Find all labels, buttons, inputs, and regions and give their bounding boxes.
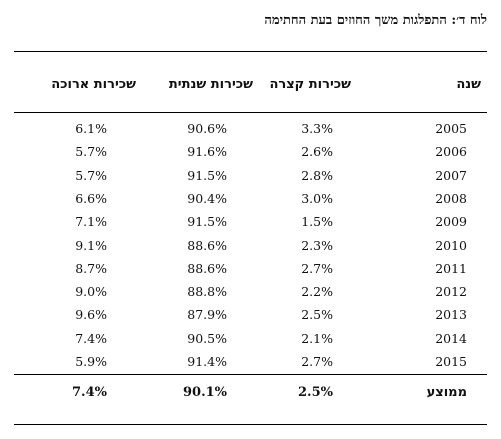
- cell-year: 2012: [435, 284, 467, 300]
- table-row: 2005 3.3% 90.6% 6.1%: [14, 118, 487, 141]
- table-row: 2014 2.1% 90.5% 7.4%: [14, 328, 487, 351]
- cell-year: 2006: [435, 144, 467, 160]
- cell-short-rent: 2.6%: [301, 144, 333, 160]
- cell-long-rent: 7.1%: [75, 214, 107, 230]
- average-annual-rent: 90.1%: [182, 385, 227, 400]
- cell-year: 2008: [435, 190, 467, 206]
- cell-short-rent: 2.7%: [301, 354, 333, 369]
- cell-annual-rent: 87.9%: [187, 307, 227, 323]
- header-long-rent: שכירות ארוכה: [51, 77, 136, 92]
- cell-year: 2009: [435, 214, 467, 230]
- cell-short-rent: 2.7%: [301, 260, 333, 276]
- cell-long-rent: 5.7%: [75, 167, 107, 183]
- table-row: 2011 2.7% 88.6% 8.7%: [14, 258, 487, 281]
- cell-annual-rent: 91.5%: [187, 214, 227, 230]
- table-bottom-rule: [14, 424, 487, 425]
- table-row: 2006 2.6% 91.6% 5.7%: [14, 141, 487, 164]
- table-row: 2007 2.8% 91.5% 5.7%: [14, 165, 487, 188]
- table-top-rule: [14, 51, 487, 52]
- cell-short-rent: 3.3%: [301, 121, 333, 136]
- table-row: 2008 3.0% 90.4% 6.6%: [14, 188, 487, 211]
- cell-year: 2013: [435, 307, 467, 323]
- cell-long-rent: 9.1%: [75, 237, 107, 253]
- cell-year: 2015: [435, 354, 467, 369]
- cell-short-rent: 2.1%: [301, 330, 333, 346]
- cell-long-rent: 9.6%: [75, 307, 107, 323]
- cell-annual-rent: 91.6%: [187, 144, 227, 160]
- table-title: לוח ד׳: התפלגות משך החוזים בעת החתימה: [264, 13, 487, 28]
- cell-short-rent: 2.3%: [301, 237, 333, 253]
- cell-annual-rent: 91.5%: [187, 167, 227, 183]
- average-long-rent: 7.4%: [72, 385, 107, 400]
- cell-long-rent: 5.9%: [75, 354, 107, 369]
- cell-annual-rent: 88.8%: [187, 284, 227, 300]
- table-row: 2015 2.7% 91.4% 5.9%: [14, 351, 487, 374]
- cell-long-rent: 9.0%: [75, 284, 107, 300]
- cell-year: 2014: [435, 330, 467, 346]
- average-label: ממוצע: [426, 385, 467, 400]
- cell-long-rent: 7.4%: [75, 330, 107, 346]
- cell-short-rent: 3.0%: [301, 190, 333, 206]
- cell-long-rent: 6.1%: [75, 121, 107, 136]
- cell-annual-rent: 90.4%: [187, 190, 227, 206]
- cell-short-rent: 2.2%: [301, 284, 333, 300]
- table-row: 2012 2.2% 88.8% 9.0%: [14, 281, 487, 304]
- cell-year: 2011: [435, 260, 467, 276]
- average-short-rent: 2.5%: [298, 385, 333, 400]
- table-row: 2009 1.5% 91.5% 7.1%: [14, 211, 487, 234]
- cell-annual-rent: 90.6%: [187, 121, 227, 136]
- cell-long-rent: 8.7%: [75, 260, 107, 276]
- cell-year: 2007: [435, 167, 467, 183]
- cell-long-rent: 5.7%: [75, 144, 107, 160]
- header-year: שנה: [456, 77, 481, 92]
- table-row: 2013 2.5% 87.9% 9.6%: [14, 304, 487, 327]
- cell-year: 2005: [435, 121, 467, 136]
- cell-annual-rent: 88.6%: [187, 260, 227, 276]
- cell-annual-rent: 88.6%: [187, 237, 227, 253]
- cell-annual-rent: 91.4%: [187, 354, 227, 369]
- table-row: 2010 2.3% 88.6% 9.1%: [14, 235, 487, 258]
- average-top-rule: [14, 374, 487, 375]
- average-row: ממוצע 2.5% 90.1% 7.4%: [14, 382, 487, 405]
- cell-annual-rent: 90.5%: [187, 330, 227, 346]
- header-annual-rent: שכירות שנתית: [168, 77, 253, 92]
- header-short-rent: שכירות קצרה: [269, 77, 351, 92]
- header-bottom-rule: [14, 112, 487, 113]
- cell-long-rent: 6.6%: [75, 190, 107, 206]
- cell-short-rent: 1.5%: [301, 214, 333, 230]
- cell-year: 2010: [435, 237, 467, 253]
- cell-short-rent: 2.5%: [301, 307, 333, 323]
- cell-short-rent: 2.8%: [301, 167, 333, 183]
